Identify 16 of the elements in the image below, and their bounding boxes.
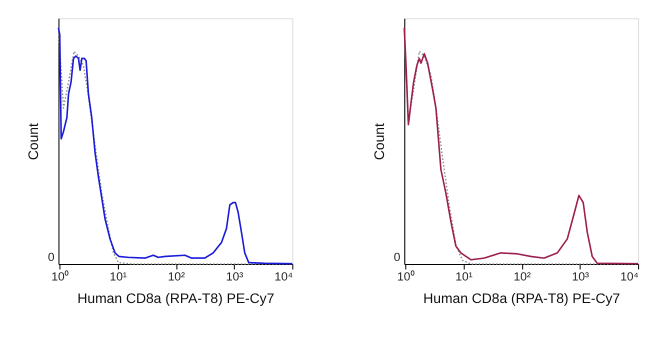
x-tick-label: 10⁴ xyxy=(620,269,639,284)
x-tick-label: 10⁴ xyxy=(274,269,293,284)
x-tick-label: 10² xyxy=(168,269,186,284)
x-tick-label: 10⁰ xyxy=(51,269,69,284)
x-axis-title: Human CD8a (RPA-T8) PE-Cy7 xyxy=(423,290,620,306)
x-tick-label: 10¹ xyxy=(110,269,127,284)
x-axis-title: Human CD8a (RPA-T8) PE-Cy7 xyxy=(77,290,275,306)
y-axis-title: Count xyxy=(25,122,42,160)
text: 0 xyxy=(394,250,401,264)
text: 0 xyxy=(48,250,55,264)
x-tick-label: 10² xyxy=(514,269,531,284)
x-tick-label: 10⁰ xyxy=(397,269,414,284)
y-axis-title: Count xyxy=(370,122,387,160)
x-tick-label: 10¹ xyxy=(455,269,473,284)
x-tick-label: 10³ xyxy=(572,269,590,284)
x-tick-label: 10³ xyxy=(226,269,244,284)
